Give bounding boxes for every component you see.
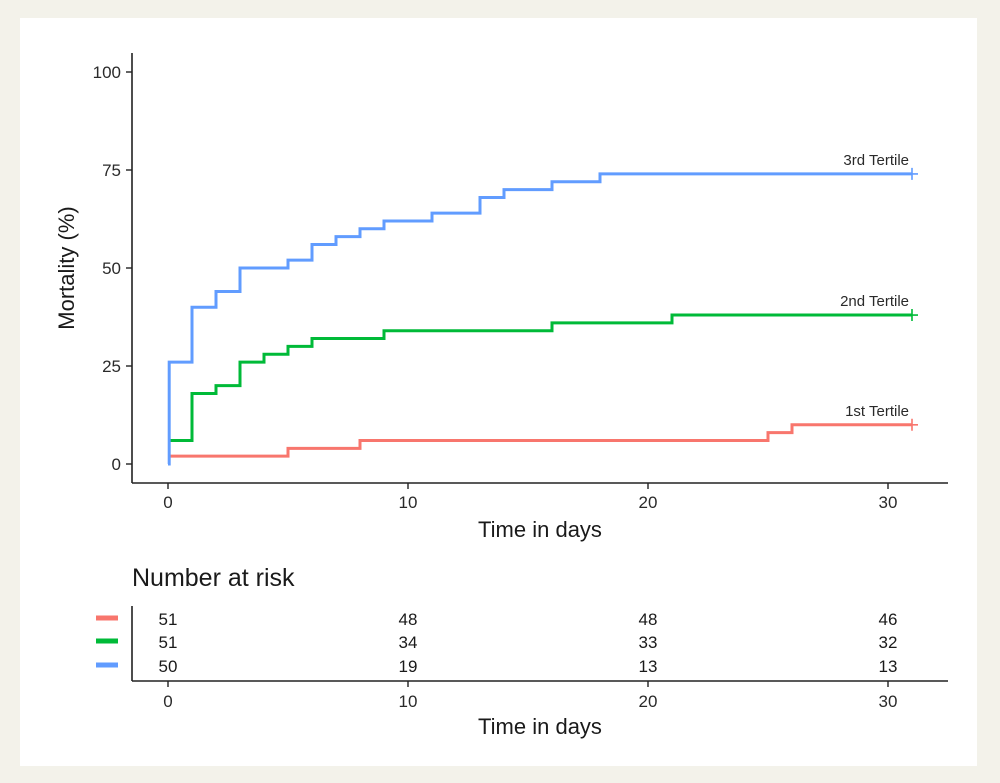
risk-count: 51 bbox=[159, 633, 178, 652]
risk-count: 32 bbox=[879, 633, 898, 652]
risk-count: 34 bbox=[399, 633, 418, 652]
figure-panel: 0 25 50 75 100 0 10 20 30 1st Tertile 2nd Tertil… bbox=[20, 18, 977, 766]
curve-label: 1st Tertile bbox=[845, 403, 909, 420]
risk-count: 13 bbox=[879, 657, 898, 676]
censor-mark bbox=[906, 167, 918, 180]
curve-label: 3rd Tertile bbox=[843, 152, 909, 169]
risk-x-tick-label: 20 bbox=[639, 692, 658, 711]
curve-labels-group: 1st Tertile 2nd Tertile 3rd Tertile bbox=[840, 152, 909, 420]
risk-rows-group: 51 48 48 46 51 34 33 32 50 19 13 13 bbox=[96, 610, 897, 676]
risk-x-tick-label: 0 bbox=[163, 692, 172, 711]
y-tick-label: 75 bbox=[102, 161, 121, 180]
risk-count: 19 bbox=[399, 657, 418, 676]
curve-1 bbox=[168, 423, 912, 458]
risk-count: 48 bbox=[639, 610, 658, 629]
curve-label: 2nd Tertile bbox=[840, 293, 909, 310]
y-tick-label: 0 bbox=[112, 455, 121, 474]
x-tick-group: 0 10 20 30 bbox=[163, 483, 897, 512]
y-tick-label: 50 bbox=[102, 259, 121, 278]
curves-group bbox=[167, 167, 918, 466]
x-tick-label: 10 bbox=[399, 493, 418, 512]
risk-count: 51 bbox=[159, 610, 178, 629]
risk-x-axis-title: Time in days bbox=[478, 714, 602, 739]
y-tick-label: 25 bbox=[102, 357, 121, 376]
risk-count: 13 bbox=[639, 657, 658, 676]
censor-mark bbox=[906, 309, 918, 322]
risk-count: 50 bbox=[159, 657, 178, 676]
risk-count: 33 bbox=[639, 633, 658, 652]
censor-mark bbox=[906, 418, 918, 431]
curve-3 bbox=[167, 172, 912, 466]
x-tick-label: 30 bbox=[879, 493, 898, 512]
x-tick-label: 20 bbox=[639, 493, 658, 512]
x-tick-label: 0 bbox=[163, 493, 172, 512]
risk-x-tick-group: 0 10 20 30 bbox=[163, 681, 897, 711]
y-tick-label: 100 bbox=[93, 63, 121, 82]
curve-2 bbox=[168, 313, 912, 442]
risk-count: 46 bbox=[879, 610, 898, 629]
risk-x-tick-label: 30 bbox=[879, 692, 898, 711]
y-axis-title: Mortality (%) bbox=[54, 206, 79, 329]
plot-area: 0 25 50 75 100 0 10 20 30 1st Tertile 2nd Tertil… bbox=[54, 53, 948, 542]
risk-count: 48 bbox=[399, 610, 418, 629]
y-tick-group: 0 25 50 75 100 bbox=[93, 63, 132, 474]
risk-x-tick-label: 10 bbox=[399, 692, 418, 711]
risk-table-title: Number at risk bbox=[132, 564, 295, 592]
x-axis-title: Time in days bbox=[478, 517, 602, 542]
